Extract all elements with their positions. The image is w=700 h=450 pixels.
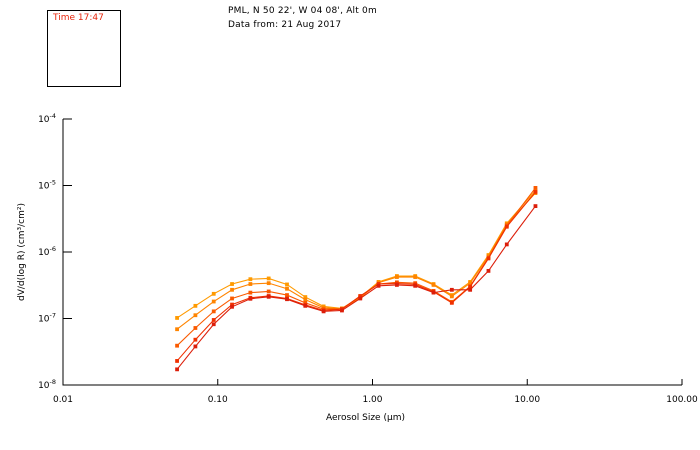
data-point-marker	[266, 281, 271, 286]
axes-layer	[62, 118, 683, 386]
data-point-marker	[468, 281, 473, 286]
data-point-marker	[175, 367, 179, 372]
data-point-marker	[533, 186, 538, 190]
data-point-marker	[449, 300, 454, 305]
data-point-marker	[533, 190, 538, 194]
data-point-marker	[266, 294, 271, 299]
axis-labels-layer: 0.01 0.10 1.00 10.00 100.00 10-8 10-7 10-6 10-5 1…	[17, 112, 698, 423]
x-tick-label: 10.00	[514, 395, 540, 405]
data-point-marker	[533, 204, 538, 208]
legend-box	[47, 10, 121, 87]
data-point-marker	[193, 313, 198, 318]
x-tick-label: 100.00	[666, 395, 698, 405]
y-tick-label: 10-8	[38, 378, 56, 391]
data-point-marker	[211, 318, 216, 322]
series-2	[175, 191, 538, 332]
data-point-marker	[285, 293, 289, 297]
data-point-marker	[175, 316, 179, 320]
header-date-line: Data from: 21 Aug 2017	[228, 20, 342, 30]
data-point-marker	[230, 287, 234, 292]
data-point-marker	[230, 302, 234, 307]
data-point-marker	[248, 277, 253, 282]
data-point-marker	[486, 256, 491, 261]
data-point-marker	[303, 300, 308, 305]
data-point-marker	[303, 297, 308, 302]
data-point-marker	[376, 283, 381, 288]
data-point-marker	[504, 242, 509, 247]
data-point-marker	[248, 282, 253, 286]
data-point-marker	[358, 296, 363, 301]
y-tick-label: 10-5	[38, 179, 56, 192]
y-axis-title: dV/d(log R) (cm³/cm²)	[17, 203, 27, 301]
x-tick-label: 0.01	[53, 395, 73, 405]
series-layer	[175, 186, 538, 372]
legend-time-label: Time 17:47	[53, 13, 104, 23]
y-tick-label: 10-7	[38, 312, 56, 325]
data-point-marker	[468, 287, 473, 292]
data-point-marker	[431, 283, 436, 287]
data-point-marker	[266, 276, 271, 281]
x-axis-title: Aerosol Size (μm)	[326, 413, 405, 423]
data-point-marker	[175, 327, 179, 332]
data-point-marker	[266, 289, 271, 294]
data-point-marker	[175, 359, 179, 363]
data-point-marker	[468, 284, 473, 289]
data-point-marker	[303, 303, 308, 308]
data-point-marker	[211, 291, 216, 296]
data-point-marker	[285, 286, 289, 291]
data-point-marker	[230, 296, 234, 301]
data-point-marker	[211, 299, 216, 304]
data-point-marker	[211, 309, 216, 314]
data-point-marker	[230, 304, 234, 309]
data-point-marker	[193, 303, 198, 308]
data-point-marker	[285, 282, 289, 287]
data-point-marker	[193, 337, 198, 342]
data-point-marker	[413, 283, 418, 288]
data-point-marker	[211, 322, 216, 327]
data-point-marker	[413, 275, 418, 279]
y-tick-label: 10-4	[38, 112, 56, 125]
data-point-marker	[248, 290, 253, 295]
data-point-marker	[431, 290, 436, 295]
data-point-marker	[285, 297, 289, 302]
data-point-marker	[449, 294, 454, 299]
data-point-marker	[193, 326, 198, 330]
data-point-marker	[449, 287, 454, 292]
x-tick-label: 1.00	[362, 395, 382, 405]
data-point-marker	[175, 343, 179, 348]
data-point-marker	[193, 344, 198, 349]
y-tick-label: 10-6	[38, 245, 56, 258]
data-point-marker	[230, 282, 234, 286]
data-point-marker	[321, 309, 326, 314]
data-point-marker	[358, 294, 363, 298]
header-location-line: PML, N 50 22', W 04 08', Alt 0m	[228, 6, 377, 16]
data-point-marker	[394, 275, 399, 279]
data-point-marker	[486, 268, 491, 273]
data-point-marker	[340, 308, 344, 313]
data-point-marker	[248, 296, 253, 301]
series-5	[175, 204, 538, 372]
data-point-marker	[504, 224, 509, 229]
x-tick-label: 0.10	[208, 395, 228, 405]
data-point-marker	[394, 283, 399, 287]
data-point-marker	[303, 295, 308, 299]
